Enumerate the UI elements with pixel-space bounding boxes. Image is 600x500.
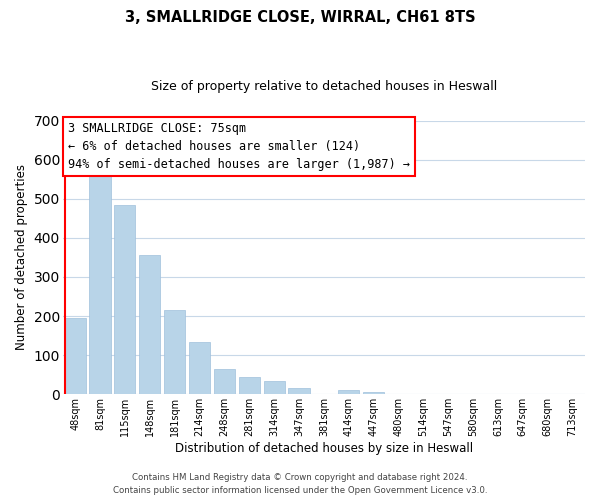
- Bar: [139, 255, 160, 394]
- Text: Contains HM Land Registry data © Crown copyright and database right 2024.
Contai: Contains HM Land Registry data © Crown c…: [113, 474, 487, 495]
- Bar: [338, 390, 359, 394]
- Bar: [363, 392, 384, 394]
- Text: 3, SMALLRIDGE CLOSE, WIRRAL, CH61 8TS: 3, SMALLRIDGE CLOSE, WIRRAL, CH61 8TS: [125, 10, 475, 25]
- Bar: [239, 376, 260, 394]
- Bar: [164, 310, 185, 394]
- X-axis label: Distribution of detached houses by size in Heswall: Distribution of detached houses by size …: [175, 442, 473, 455]
- Text: 3 SMALLRIDGE CLOSE: 75sqm
← 6% of detached houses are smaller (124)
94% of semi-: 3 SMALLRIDGE CLOSE: 75sqm ← 6% of detach…: [68, 122, 410, 171]
- Bar: [214, 370, 235, 394]
- Bar: [289, 388, 310, 394]
- Bar: [263, 380, 284, 394]
- Bar: [189, 342, 210, 394]
- Y-axis label: Number of detached properties: Number of detached properties: [15, 164, 28, 350]
- Title: Size of property relative to detached houses in Heswall: Size of property relative to detached ho…: [151, 80, 497, 93]
- Bar: [89, 168, 110, 394]
- Bar: [65, 318, 86, 394]
- Bar: [115, 205, 136, 394]
